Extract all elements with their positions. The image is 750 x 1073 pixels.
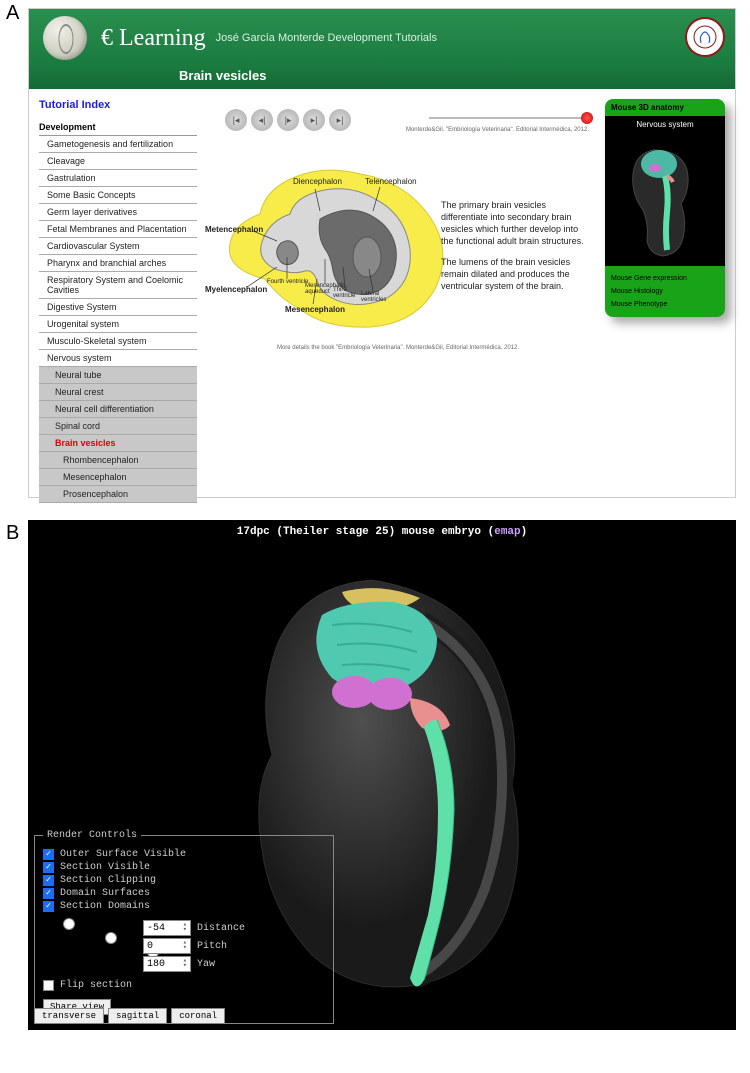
num-input-pitch[interactable]: 0▴▾	[143, 938, 191, 954]
sidebar-item[interactable]: Fetal Membranes and Placentation	[39, 221, 197, 238]
render-checkbox[interactable]: ✓	[43, 888, 54, 899]
render-checkbox[interactable]: ✓	[43, 875, 54, 886]
num-label: Pitch	[197, 941, 227, 952]
label-third-ventricle: Third ventricle	[333, 287, 363, 299]
sidebar-subitem[interactable]: Neural cell differentiation	[39, 401, 197, 418]
page-heading: Brain vesicles	[179, 68, 266, 83]
sidebar-item[interactable]: Gastrulation	[39, 170, 197, 187]
development-heading: Development	[39, 119, 197, 136]
render-check-label: Section Clipping	[60, 875, 156, 886]
sidebar-item[interactable]: Respiratory System and Coelomic Cavities	[39, 272, 197, 299]
mouse3d-heading[interactable]: Mouse 3D anatomy	[605, 99, 725, 116]
viewer-title: 17dpc (Theiler stage 25) mouse embryo (e…	[28, 520, 736, 538]
header-subbar: Brain vesicles	[29, 67, 735, 89]
view-transverse-button[interactable]: transverse	[34, 1008, 104, 1024]
view-coronal-button[interactable]: coronal	[171, 1008, 225, 1024]
timeline-slider[interactable]	[429, 117, 589, 119]
last-button[interactable]: ▸|	[329, 109, 351, 131]
view-sagittal-button[interactable]: sagittal	[108, 1008, 167, 1024]
figure-label-b: B	[6, 522, 19, 545]
sidebar-item[interactable]: Urogenital system	[39, 316, 197, 333]
sidebar-item[interactable]: Digestive System	[39, 299, 197, 316]
desc-para-1: The primary brain vesicles differentiate…	[441, 199, 591, 248]
label-diencephalon: Diencephalon	[293, 177, 342, 186]
title-pre: 17dpc (Theiler stage 25) mouse embryo (	[237, 526, 494, 538]
description-text: The primary brain vesicles differentiate…	[441, 199, 591, 300]
sidebar-item[interactable]: Gametogenesis and fertilization	[39, 136, 197, 153]
axis-radio-1[interactable]	[63, 918, 75, 930]
sidebar-item[interactable]: Germ layer derivatives	[39, 204, 197, 221]
sidebar-subitem[interactable]: Spinal cord	[39, 418, 197, 435]
play-button[interactable]: |▸	[277, 109, 299, 131]
mouse-3d-panel: Mouse 3D anatomy Nervous system Mouse Ge…	[605, 99, 725, 497]
sidebar-item[interactable]: Cardiovascular System	[39, 238, 197, 255]
title-post: )	[521, 526, 528, 538]
sidebar-item[interactable]: Nervous system	[39, 350, 197, 367]
content-area: |◂ ◂| |▸ ▸| ▸| Monterde&Gil. "Embriologí…	[197, 99, 599, 497]
logo-sphere-icon	[43, 16, 87, 60]
num-label: Distance	[197, 923, 245, 934]
sidebar-item[interactable]: Some Basic Concepts	[39, 187, 197, 204]
render-checkbox[interactable]: ✓	[43, 901, 54, 912]
label-fourth-ventricle: Fourth ventricle	[267, 279, 308, 285]
first-button[interactable]: |◂	[225, 109, 247, 131]
emap-link[interactable]: emap	[494, 526, 520, 538]
seal-icon	[685, 17, 725, 57]
num-input-distance[interactable]: -54▴▾	[143, 920, 191, 936]
render-check-label: Domain Surfaces	[60, 888, 150, 899]
flip-section-label: Flip section	[60, 980, 132, 991]
sidebar-item[interactable]: Pharynx and branchial arches	[39, 255, 197, 272]
label-mesencephalon: Mesencephalon	[285, 305, 345, 314]
brain-diagram: Diencephalon Telencephalon Metencephalon…	[205, 139, 591, 339]
citation-top: Monterde&Gil. "Embriología Veterinaria".…	[406, 127, 589, 133]
mouse3d-link[interactable]: Mouse Gene expression	[611, 272, 719, 285]
viewer-window: 17dpc (Theiler stage 25) mouse embryo (e…	[28, 520, 736, 1030]
num-input-yaw[interactable]: 180▴▾	[143, 956, 191, 972]
sidebar-subitem2[interactable]: Prosencephalon	[39, 486, 197, 503]
site-subtitle: José García Monterde Development Tutoria…	[216, 32, 437, 44]
render-check-label: Section Visible	[60, 862, 150, 873]
render-check-label: Section Domains	[60, 901, 150, 912]
sidebar-subitem[interactable]: Neural tube	[39, 367, 197, 384]
figure-label-a: A	[6, 2, 19, 25]
label-metencephalon: Metencephalon	[205, 225, 263, 234]
sidebar-item[interactable]: Cleavage	[39, 153, 197, 170]
flip-section-checkbox[interactable]	[43, 980, 54, 991]
sidebar-item[interactable]: Musculo-Skeletal system	[39, 333, 197, 350]
render-check-label: Outer Surface Visible	[60, 849, 186, 860]
mouse3d-ns-title: Nervous system	[605, 116, 725, 129]
sidebar-subitem2[interactable]: Rhombencephalon	[39, 452, 197, 469]
render-checkbox[interactable]: ✓	[43, 862, 54, 873]
num-label: Yaw	[197, 959, 215, 970]
mouse3d-link[interactable]: Mouse Phenotype	[611, 298, 719, 311]
label-myelencephalon: Myelencephalon	[205, 285, 267, 294]
header-bar: € Learning José García Monterde Developm…	[29, 9, 735, 67]
citation-bottom: More details the book "Embriología Veter…	[205, 345, 591, 351]
sidebar-subitem2[interactable]: Mesencephalon	[39, 469, 197, 486]
site-title: € Learning	[101, 25, 206, 52]
sidebar-subitem[interactable]: Neural crest	[39, 384, 197, 401]
axis-radio-2[interactable]	[105, 932, 117, 944]
tutorial-index-link[interactable]: Tutorial Index	[39, 99, 197, 111]
mouse3d-link[interactable]: Mouse Histology	[611, 285, 719, 298]
prev-button[interactable]: ◂|	[251, 109, 273, 131]
next-button[interactable]: ▸|	[303, 109, 325, 131]
render-controls-legend: Render Controls	[43, 830, 141, 841]
sidebar: Tutorial Index Development Gametogenesis…	[39, 99, 197, 497]
view-buttons: transversesagittalcoronal	[34, 1008, 225, 1024]
label-telencephalon: Telencephalon	[365, 177, 417, 186]
mouse3d-links: Mouse Gene expressionMouse HistologyMous…	[605, 266, 725, 317]
slider-knob[interactable]	[581, 112, 593, 124]
label-lateral-ventricles: Lateral ventricles	[361, 291, 395, 303]
elearning-window: € Learning José García Monterde Developm…	[28, 8, 736, 498]
desc-para-2: The lumens of the brain vesicles remain …	[441, 256, 591, 292]
mouse3d-preview[interactable]: Nervous system	[605, 116, 725, 266]
sidebar-item-brain-vesicles[interactable]: Brain vesicles	[39, 435, 197, 452]
render-checkbox[interactable]: ✓	[43, 849, 54, 860]
render-controls-panel: Render Controls ✓ Outer Surface Visible ✓ S…	[34, 830, 334, 1024]
